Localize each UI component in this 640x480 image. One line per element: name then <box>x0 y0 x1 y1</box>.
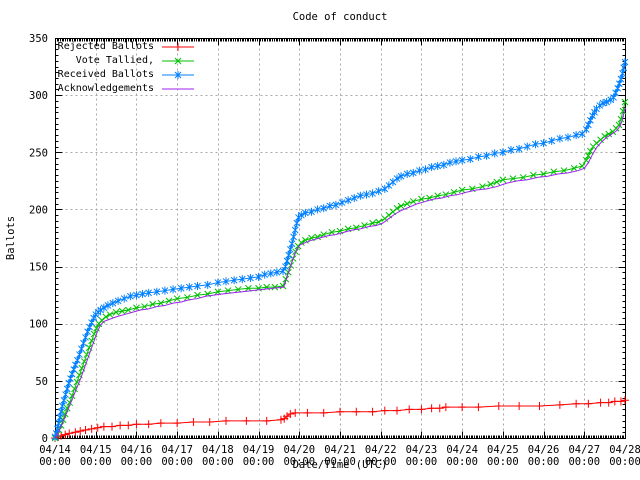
x-tick-time: 00:00 <box>283 456 315 468</box>
series-received-ballots <box>51 58 629 441</box>
x-tick-date: 04/16 <box>121 444 153 456</box>
chart-title: Code of conduct <box>292 11 388 23</box>
y-axis-title: Ballots <box>5 215 18 261</box>
y-tick-label: 0 <box>42 433 48 445</box>
x-tick-date: 04/17 <box>161 444 193 456</box>
x-tick-time: 00:00 <box>365 456 397 468</box>
y-tick-labels: 0 50 100 150 200 250 300 350 <box>29 33 48 445</box>
x-tick-time: 00:00 <box>528 456 560 468</box>
legend-item-rejected-ballots: Rejected Ballots <box>57 40 196 54</box>
x-tick-time: 00:00 <box>202 456 234 468</box>
x-tick-date: 04/15 <box>80 444 112 456</box>
x-tick-date: 04/19 <box>243 444 275 456</box>
legend-sample-line <box>160 70 196 80</box>
x-tick-time: 00:00 <box>121 456 153 468</box>
x-axis-title: Date/Time (UTC) <box>292 459 388 471</box>
legend-label: Acknowledgements <box>57 83 154 94</box>
series-acknowledgements-line <box>54 107 626 439</box>
legend-sample-glyph <box>162 71 194 79</box>
y-tick-label: 250 <box>29 147 48 159</box>
x-tick-labels: 04/1400:0004/1500:0004/1600:0004/1700:00… <box>39 444 640 468</box>
plot-border <box>55 38 626 439</box>
x-tick-date: 04/24 <box>446 444 478 456</box>
y-tick-label: 150 <box>29 262 48 274</box>
series-received-ballots-markers <box>51 58 629 441</box>
legend-sample-glyph <box>162 57 194 65</box>
x-tick-time: 00:00 <box>446 456 478 468</box>
x-tick-date: 04/26 <box>528 444 560 456</box>
y-axis-title-wrap: Ballots <box>2 38 20 438</box>
x-tick-time: 00:00 <box>80 456 112 468</box>
x-tick-time: 00:00 <box>324 456 356 468</box>
legend-item-vote-tallied: Vote Tallied, <box>57 54 196 68</box>
x-tick-date: 04/27 <box>568 444 600 456</box>
x-tick-time: 00:00 <box>39 456 71 468</box>
x-tick-date: 04/28 <box>609 444 640 456</box>
x-tick-date: 04/20 <box>283 444 315 456</box>
legend: Rejected Ballots Vote Tallied, Received … <box>57 40 196 96</box>
x-tick-date: 04/23 <box>406 444 438 456</box>
x-tick-time: 00:00 <box>568 456 600 468</box>
y-tick-label: 350 <box>29 33 48 45</box>
x-tick-date: 04/22 <box>365 444 397 456</box>
x-tick-date: 04/18 <box>202 444 234 456</box>
x-tick-time: 00:00 <box>406 456 438 468</box>
legend-sample-line <box>160 84 196 94</box>
y-tick-label: 100 <box>29 319 48 331</box>
y-tick-label: 50 <box>35 376 48 388</box>
x-tick-date: 04/14 <box>39 444 71 456</box>
x-tick-time: 00:00 <box>243 456 275 468</box>
legend-item-acknowledgements: Acknowledgements <box>57 82 196 96</box>
series-rejected-ballots <box>51 396 629 442</box>
legend-label: Rejected Ballots <box>57 41 154 52</box>
x-tick-time: 00:00 <box>487 456 519 468</box>
legend-label: Vote Tallied, <box>75 55 154 66</box>
x-tick-time: 00:00 <box>609 456 640 468</box>
y-tick-label: 200 <box>29 204 48 216</box>
legend-sample-glyph <box>162 88 194 90</box>
x-tick-time: 00:00 <box>161 456 193 468</box>
legend-sample-glyph <box>162 43 194 51</box>
y-tick-label: 300 <box>29 90 48 102</box>
x-tick-date: 04/25 <box>487 444 519 456</box>
series-acknowledgements <box>54 107 626 439</box>
legend-sample-line <box>160 56 196 66</box>
x-tick-date: 04/21 <box>324 444 356 456</box>
legend-item-received-ballots: Received Ballots <box>57 68 196 82</box>
legend-sample-line <box>160 42 196 52</box>
legend-label: Received Ballots <box>57 69 154 80</box>
gridlines <box>55 38 626 439</box>
